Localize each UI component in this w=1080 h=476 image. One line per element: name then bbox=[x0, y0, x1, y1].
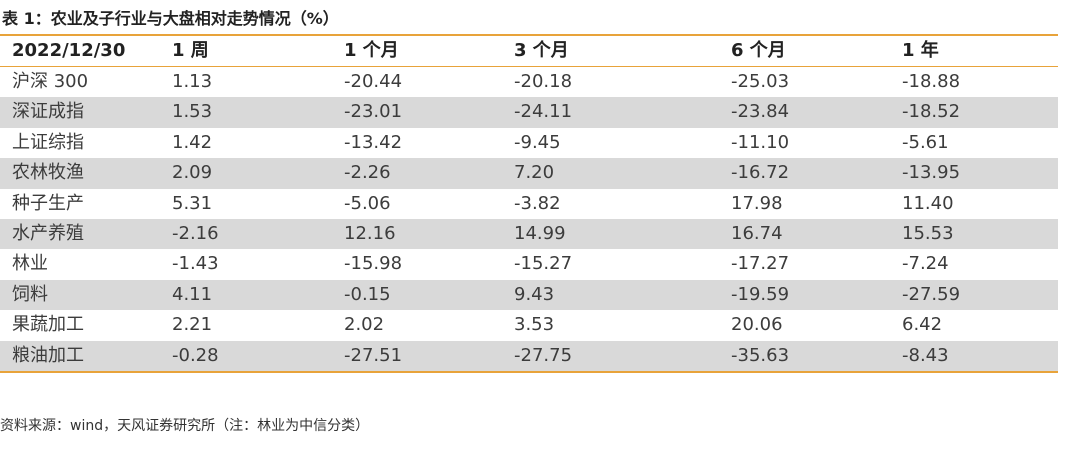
table-row: 粮油加工 -0.28 -27.51 -27.75 -35.63 -8.43 bbox=[0, 340, 1058, 371]
row-label: 深证成指 bbox=[12, 101, 84, 123]
table-cell: -16.72 bbox=[731, 162, 790, 184]
row-label: 林业 bbox=[12, 253, 48, 275]
table-cell: -5.06 bbox=[344, 192, 391, 214]
table-row: 种子生产 5.31 -5.06 -3.82 17.98 11.40 bbox=[0, 189, 1058, 219]
row-label: 水产养殖 bbox=[12, 222, 84, 244]
table-cell: 7.20 bbox=[514, 162, 555, 184]
table-cell: -2.26 bbox=[344, 162, 391, 184]
table-bottom-rule bbox=[0, 370, 1058, 373]
table-row: 深证成指 1.53 -23.01 -24.11 -23.84 -18.52 bbox=[0, 97, 1058, 128]
table-cell: 9.43 bbox=[514, 283, 555, 305]
table-cell: -20.18 bbox=[514, 71, 573, 92]
table-cell: 14.99 bbox=[514, 222, 566, 244]
table-cell: 1.42 bbox=[172, 131, 213, 153]
table-cell: -25.03 bbox=[731, 71, 790, 92]
table-cell: 2.02 bbox=[344, 314, 385, 336]
table-cell: -3.82 bbox=[514, 192, 561, 214]
table-cell: -27.51 bbox=[344, 344, 403, 366]
table-header-row: 2022/12/30 1 周 1 个月 3 个月 6 个月 1 年 bbox=[0, 36, 1058, 67]
table-cell: 2.21 bbox=[172, 314, 213, 336]
column-header-1-year: 1 年 bbox=[902, 40, 939, 61]
table-cell: -1.43 bbox=[172, 253, 219, 275]
table-cell: -8.43 bbox=[902, 344, 949, 366]
table-cell: -35.63 bbox=[731, 344, 790, 366]
table-cell: -18.88 bbox=[902, 71, 961, 92]
table-row: 水产养殖 -2.16 12.16 14.99 16.74 15.53 bbox=[0, 218, 1058, 250]
table-row: 农林牧渔 2.09 -2.26 7.20 -16.72 -13.95 bbox=[0, 158, 1058, 189]
table-cell: -2.16 bbox=[172, 222, 219, 244]
table-cell: 5.31 bbox=[172, 192, 213, 214]
table-cell: 15.53 bbox=[902, 222, 954, 244]
column-header-date: 2022/12/30 bbox=[12, 40, 126, 61]
table-cell: -27.75 bbox=[514, 344, 573, 366]
source-note: 资料来源：wind，天风证券研究所（注：林业为中信分类） bbox=[0, 418, 370, 434]
table-cell: 3.53 bbox=[514, 314, 555, 336]
table-cell: -0.15 bbox=[344, 283, 391, 305]
table-cell: 20.06 bbox=[731, 314, 783, 336]
table-cell: -20.44 bbox=[344, 71, 403, 92]
table-cell: -11.10 bbox=[731, 131, 790, 153]
table-cell: -13.95 bbox=[902, 162, 961, 184]
table-cell: -19.59 bbox=[731, 283, 790, 305]
column-header-1-month: 1 个月 bbox=[344, 40, 399, 61]
table-cell: -18.52 bbox=[902, 101, 961, 123]
row-label: 粮油加工 bbox=[12, 344, 84, 366]
table-cell: -5.61 bbox=[902, 131, 949, 153]
table-row: 林业 -1.43 -15.98 -15.27 -17.27 -7.24 bbox=[0, 249, 1058, 279]
table-row: 沪深 300 1.13 -20.44 -20.18 -25.03 -18.88 bbox=[0, 67, 1058, 97]
table-cell: 1.53 bbox=[172, 101, 213, 123]
table-cell: -15.27 bbox=[514, 253, 573, 275]
table-cell: -17.27 bbox=[731, 253, 790, 275]
table-cell: -27.59 bbox=[902, 283, 961, 305]
column-header-3-months: 3 个月 bbox=[514, 40, 569, 61]
column-header-6-months: 6 个月 bbox=[731, 40, 786, 61]
table-row: 果蔬加工 2.21 2.02 3.53 20.06 6.42 bbox=[0, 310, 1058, 340]
table-row: 上证综指 1.42 -13.42 -9.45 -11.10 -5.61 bbox=[0, 128, 1058, 158]
table-title: 表 1：农业及子行业与大盘相对走势情况（%） bbox=[2, 9, 339, 28]
table-cell: 2.09 bbox=[172, 162, 213, 184]
table-cell: -0.28 bbox=[172, 344, 219, 366]
table-cell: 4.11 bbox=[172, 283, 213, 305]
row-label: 上证综指 bbox=[12, 131, 84, 153]
column-header-1-week: 1 周 bbox=[172, 40, 209, 61]
table-cell: -7.24 bbox=[902, 253, 949, 275]
table-cell: -13.42 bbox=[344, 131, 403, 153]
table-cell: 6.42 bbox=[902, 314, 943, 336]
row-label: 果蔬加工 bbox=[12, 314, 84, 336]
row-label: 农林牧渔 bbox=[12, 162, 84, 184]
table-cell: -23.01 bbox=[344, 101, 403, 123]
table-cell: 11.40 bbox=[902, 192, 954, 214]
table-row: 饲料 4.11 -0.15 9.43 -19.59 -27.59 bbox=[0, 279, 1058, 311]
row-label: 沪深 300 bbox=[12, 71, 89, 92]
table-cell: 17.98 bbox=[731, 192, 783, 214]
row-label: 饲料 bbox=[12, 283, 48, 305]
table-cell: 1.13 bbox=[172, 71, 213, 92]
table-cell: -15.98 bbox=[344, 253, 403, 275]
row-label: 种子生产 bbox=[12, 192, 84, 214]
table-cell: -24.11 bbox=[514, 101, 573, 123]
table-top-rule bbox=[0, 34, 1058, 36]
table-cell: -23.84 bbox=[731, 101, 790, 123]
table-cell: -9.45 bbox=[514, 131, 561, 153]
data-table: 2022/12/30 1 周 1 个月 3 个月 6 个月 1 年 沪深 300… bbox=[0, 34, 1058, 373]
table-cell: 16.74 bbox=[731, 222, 783, 244]
table-cell: 12.16 bbox=[344, 222, 396, 244]
